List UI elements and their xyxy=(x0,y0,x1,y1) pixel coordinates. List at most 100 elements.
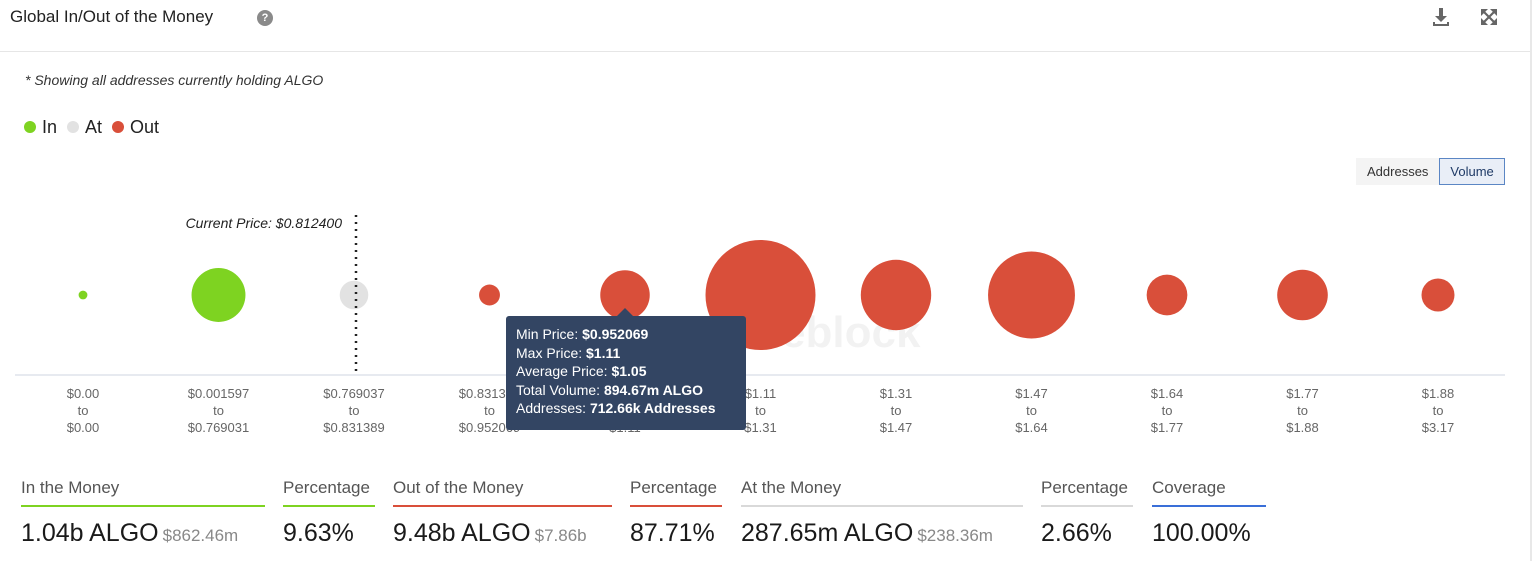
stat-coverage-value: 100.00% xyxy=(1152,519,1251,547)
stat-in-pct-value: 9.63% xyxy=(283,519,354,547)
tick-label-9-2: to xyxy=(1162,403,1173,418)
bubble-4[interactable] xyxy=(479,284,500,306)
tick-label-8-2: to xyxy=(1026,403,1037,418)
bubble-11[interactable] xyxy=(1421,278,1455,312)
bubble-2[interactable] xyxy=(191,268,246,322)
stat-in-percentage: Percentage 9.63% xyxy=(283,476,375,548)
scrollbar[interactable] xyxy=(1530,0,1532,561)
stat-in-pct-label: Percentage xyxy=(283,476,375,507)
bubble-5[interactable] xyxy=(600,270,650,320)
stat-out-value: 9.48b ALGO xyxy=(393,519,531,547)
stat-in-value: 1.04b ALGO xyxy=(21,519,159,547)
tick-label-1-3: $0.00 xyxy=(67,420,100,435)
tooltip-min-label: Min Price: xyxy=(516,326,583,342)
stat-coverage-label: Coverage xyxy=(1152,476,1266,507)
tick-label-3-3: $0.831389 xyxy=(323,420,384,435)
legend-out-label: Out xyxy=(130,116,160,137)
holdings-note: * Showing all addresses currently holdin… xyxy=(25,72,324,88)
legend-in-label: In xyxy=(42,116,58,137)
tick-label-9-3: $1.77 xyxy=(1151,420,1184,435)
tick-label-2-1: $0.001597 xyxy=(188,386,249,401)
stat-in-the-money: In the Money 1.04b ALGO $862.46m xyxy=(21,476,265,548)
stat-at-value-row: 287.65m ALGO $238.36m xyxy=(741,519,1023,548)
tick-label-2-3: $0.769031 xyxy=(188,420,249,435)
tooltip-vol-label: Total Volume: xyxy=(516,381,604,398)
stat-at-usd: $238.36m xyxy=(917,526,993,545)
tick-label-7-1: $1.31 xyxy=(880,386,913,401)
bubble-10[interactable] xyxy=(1277,269,1328,321)
stat-coverage: Coverage 100.00% xyxy=(1152,476,1266,548)
chart-tooltip: Min Price: $0.952069 Max Price: $1.11 Av… xyxy=(506,316,746,430)
page-title: Global In/Out of the Money xyxy=(10,7,214,26)
bubble-9[interactable] xyxy=(1146,274,1188,316)
bubble-8[interactable] xyxy=(988,251,1075,339)
tooltip-addr-value: 712.66k Addresses xyxy=(589,400,716,416)
tooltip-avg-row: Average Price: $1.05 xyxy=(516,362,736,381)
tooltip-max-value: $1.11 xyxy=(586,344,621,361)
addresses-toggle-button[interactable]: Addresses xyxy=(1356,158,1440,185)
tooltip-vol-row: Total Volume: 894.67m ALGO xyxy=(516,381,736,400)
legend-at-label: At xyxy=(85,116,103,137)
tick-label-8-3: $1.64 xyxy=(1015,420,1048,435)
legend: In At Out xyxy=(24,115,169,139)
tick-label-6-2: to xyxy=(755,403,766,418)
tick-label-8-1: $1.47 xyxy=(1015,386,1048,401)
stat-at-pct-value: 2.66% xyxy=(1041,519,1112,547)
tooltip-max-label: Max Price: xyxy=(516,344,587,361)
tooltip-arrow xyxy=(616,308,634,317)
stat-at-pct-label: Percentage xyxy=(1041,476,1133,507)
download-icon[interactable] xyxy=(1430,6,1452,28)
bubble-1[interactable] xyxy=(78,290,88,300)
legend-item-at[interactable]: At xyxy=(67,117,102,138)
tick-label-11-2: to xyxy=(1433,403,1444,418)
tick-label-7-3: $1.47 xyxy=(880,420,913,435)
legend-out-dot xyxy=(112,121,125,133)
stat-out-pct-value: 87.71% xyxy=(630,519,715,547)
tick-label-3-2: to xyxy=(349,403,360,418)
bubble-3[interactable] xyxy=(339,280,369,310)
tick-label-2-2: to xyxy=(213,403,224,418)
legend-at-dot xyxy=(67,121,80,133)
stat-out-value-row: 9.48b ALGO $7.86b xyxy=(393,519,612,548)
tick-label-4-2: to xyxy=(484,403,495,418)
tooltip-vol-value: 894.67m ALGO xyxy=(603,381,704,398)
tick-label-7-2: to xyxy=(891,403,902,418)
help-icon[interactable]: ? xyxy=(257,10,273,26)
tick-label-10-3: $1.88 xyxy=(1286,420,1319,435)
expand-icon[interactable] xyxy=(1478,6,1500,28)
tooltip-max-row: Max Price: $1.11 xyxy=(516,344,736,363)
tooltip-addr-row: Addresses: 712.66k Addresses xyxy=(516,399,736,418)
stat-at-value: 287.65m ALGO xyxy=(741,519,914,547)
tick-label-1-1: $0.00 xyxy=(67,386,100,401)
tick-label-10-1: $1.77 xyxy=(1286,386,1319,401)
header: Global In/Out of the Money ? xyxy=(0,0,1530,52)
legend-item-in[interactable]: In xyxy=(24,117,57,138)
tick-label-10-2: to xyxy=(1297,403,1308,418)
tick-label-9-1: $1.64 xyxy=(1151,386,1184,401)
bubble-chart: theblock$0.00to$0.00$0.001597to$0.769031… xyxy=(15,215,1505,435)
bubble-7[interactable] xyxy=(860,259,932,331)
summary-stats: In the Money 1.04b ALGO $862.46m Percenta… xyxy=(0,476,1530,561)
stat-at-the-money: At the Money 287.65m ALGO $238.36m xyxy=(741,476,1023,548)
stat-out-of-the-money: Out of the Money 9.48b ALGO $7.86b xyxy=(393,476,612,548)
tick-label-1-2: to xyxy=(78,403,89,418)
stat-out-percentage: Percentage 87.71% xyxy=(630,476,722,548)
stat-out-pct-label: Percentage xyxy=(630,476,722,507)
tooltip-avg-label: Average Price: xyxy=(516,363,612,379)
stat-in-value-row: 1.04b ALGO $862.46m xyxy=(21,519,265,548)
tick-label-11-1: $1.88 xyxy=(1422,386,1455,401)
stat-out-label: Out of the Money xyxy=(393,476,612,507)
tooltip-min-value: $0.952069 xyxy=(582,326,649,342)
current-price-label: Current Price: $0.812400 xyxy=(186,215,343,231)
tick-label-4-1: $0.831389 xyxy=(459,386,520,401)
legend-in-dot xyxy=(24,121,36,133)
volume-toggle-button[interactable]: Volume xyxy=(1439,158,1505,185)
stat-at-percentage: Percentage 2.66% xyxy=(1041,476,1133,548)
tooltip-min-row: Min Price: $0.952069 xyxy=(516,325,736,344)
stat-in-label: In the Money xyxy=(21,476,265,507)
stat-at-label: At the Money xyxy=(741,476,1023,507)
legend-item-out[interactable]: Out xyxy=(112,117,159,138)
tick-label-6-1: $1.11 xyxy=(745,386,777,401)
tick-label-6-3: $1.31 xyxy=(744,420,777,435)
tick-label-3-1: $0.769037 xyxy=(323,386,384,401)
